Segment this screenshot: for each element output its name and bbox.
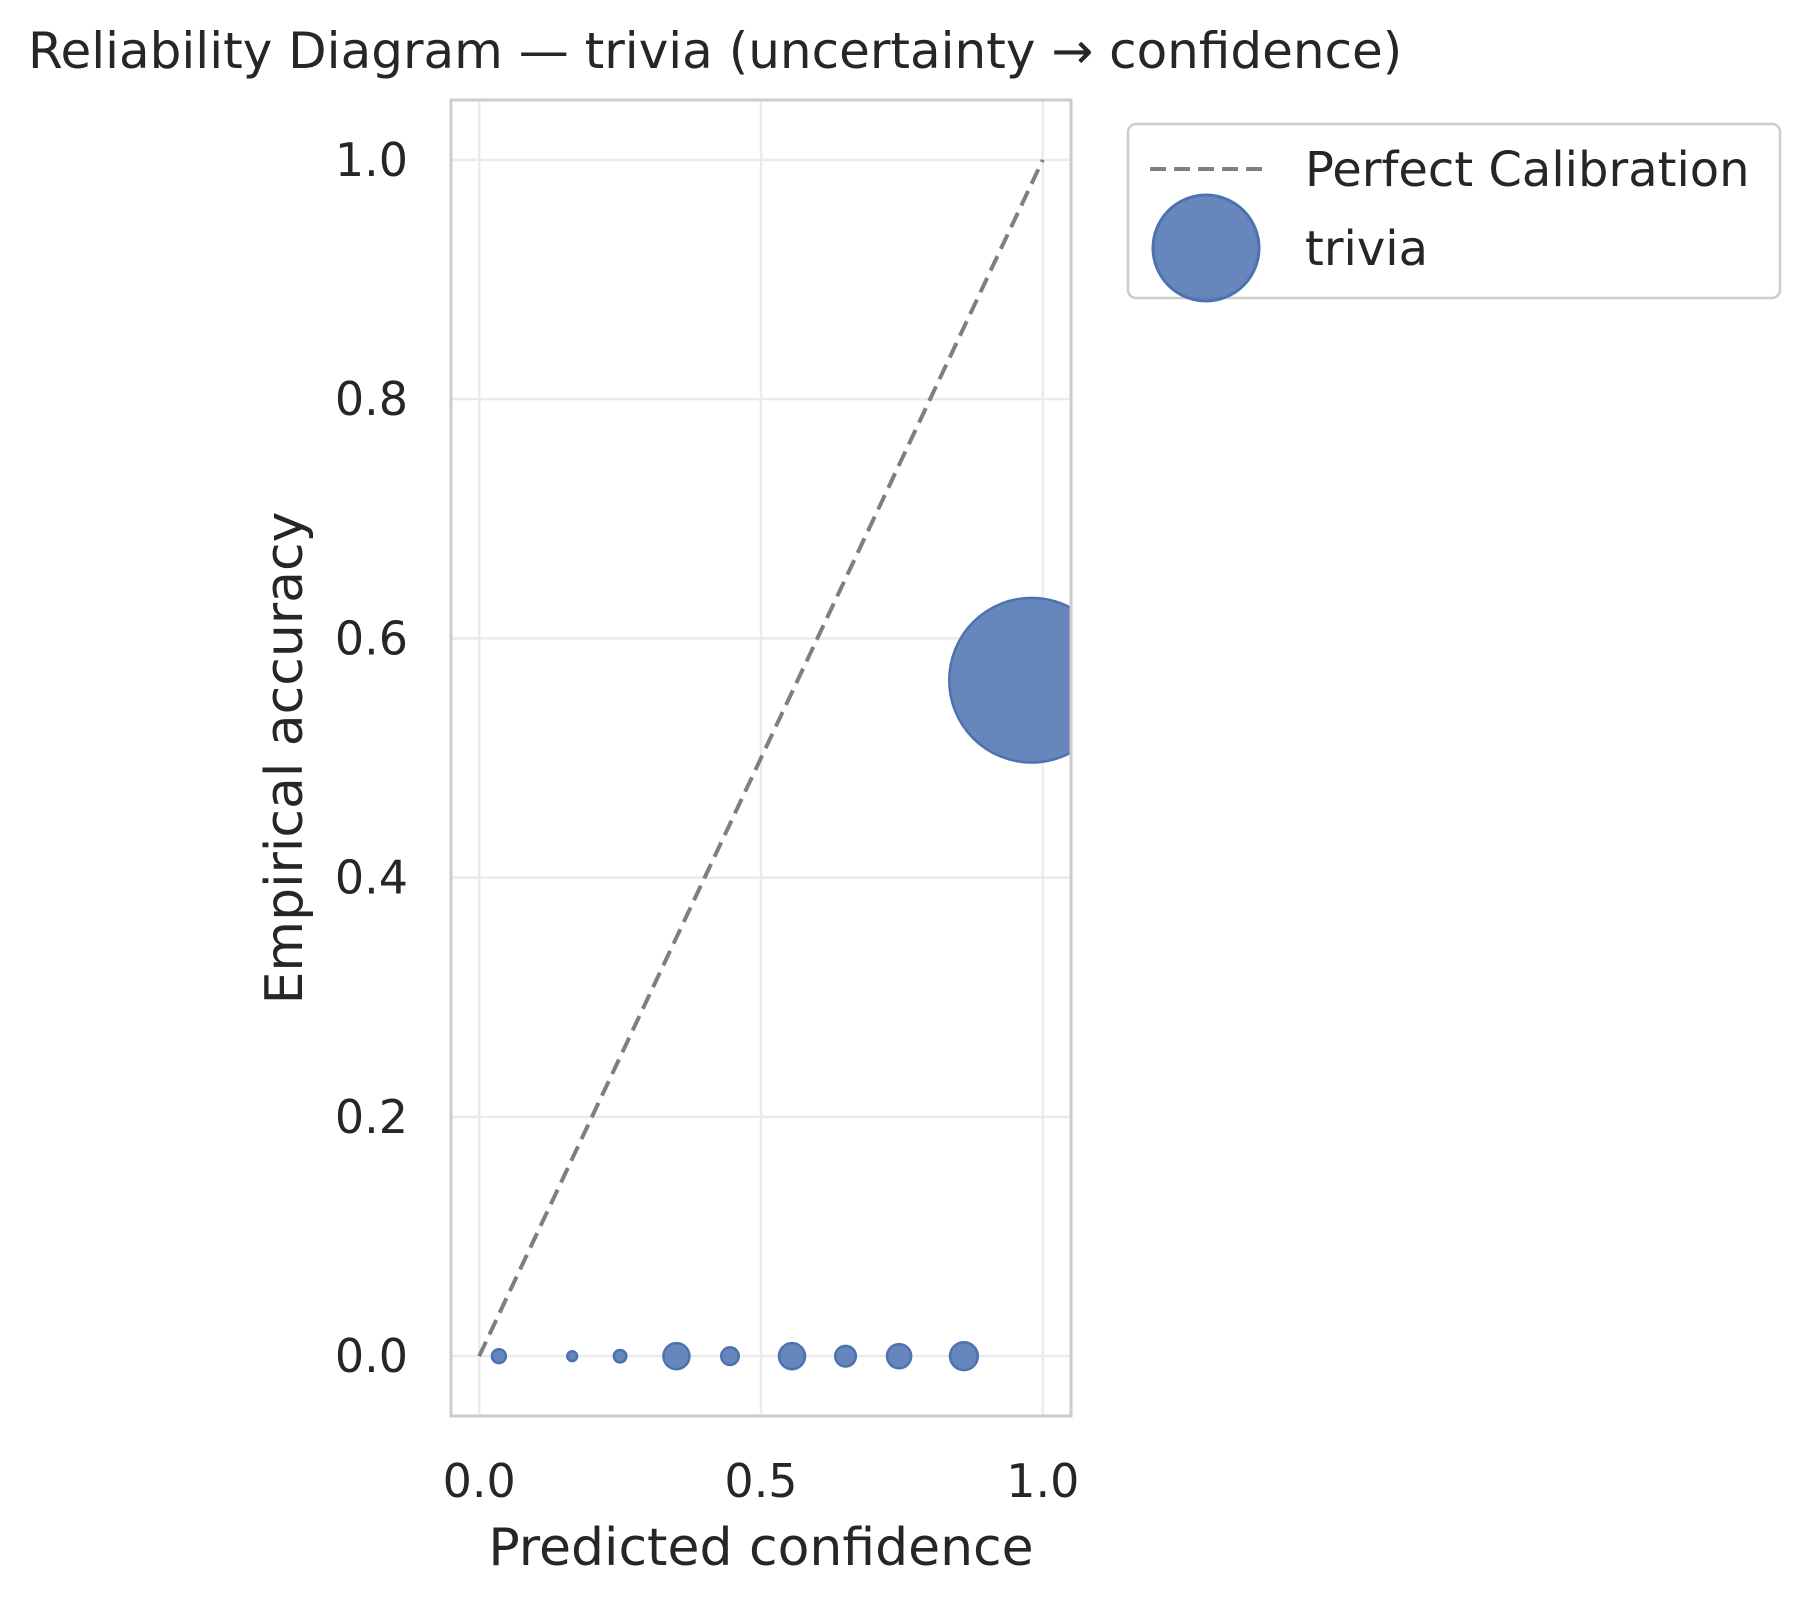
legend: Perfect Calibration trivia xyxy=(1126,122,1782,303)
legend-trivia-label: trivia xyxy=(1305,221,1428,277)
scatter-point-trivia-0 xyxy=(490,1347,508,1365)
y-tick-label: 0.0 xyxy=(335,1329,408,1383)
y-tick-label: 0.8 xyxy=(335,372,408,426)
y-tick-label: 1.0 xyxy=(335,133,408,187)
x-tick-labels: 0.0 0.5 1.0 xyxy=(443,1454,1080,1508)
y-axis-label: Empirical accuracy xyxy=(255,512,315,1005)
y-tick-labels: 0.0 0.2 0.4 0.6 0.8 1.0 xyxy=(335,133,408,1383)
scatter-point-trivia-7 xyxy=(885,1342,913,1370)
scatter-point-trivia-8 xyxy=(948,1341,980,1372)
scatter-point-trivia-5 xyxy=(777,1341,807,1371)
y-tick-label: 0.4 xyxy=(335,851,408,905)
reference-line-layer xyxy=(477,158,1045,1358)
x-tick-label: 0.0 xyxy=(443,1454,516,1508)
scatter-point-trivia-3 xyxy=(662,1341,691,1371)
legend-frame xyxy=(1126,122,1782,300)
scatter-point-trivia-2 xyxy=(612,1348,628,1364)
x-tick-label: 0.5 xyxy=(724,1454,797,1508)
legend-trivia-swatch xyxy=(1151,193,1261,303)
scatter-point-trivia-1 xyxy=(566,1350,579,1363)
chart-title: Reliability Diagram — trivia (uncertaint… xyxy=(28,22,1402,80)
scatter-points xyxy=(490,596,1071,1372)
plot-frame xyxy=(449,98,1073,1418)
perfect-calibration-line xyxy=(477,158,1045,1358)
y-tick-label: 0.2 xyxy=(335,1090,408,1144)
scatter-point-trivia-9 xyxy=(948,596,1071,764)
x-axis-label: Predicted confidence xyxy=(488,1518,1033,1578)
x-tick-label: 1.0 xyxy=(1006,1454,1079,1508)
y-tick-label: 0.6 xyxy=(335,611,408,665)
scatter-point-trivia-6 xyxy=(833,1344,858,1368)
legend-perfect-calibration-label: Perfect Calibration xyxy=(1305,142,1750,198)
scatter-point-trivia-4 xyxy=(719,1346,741,1367)
